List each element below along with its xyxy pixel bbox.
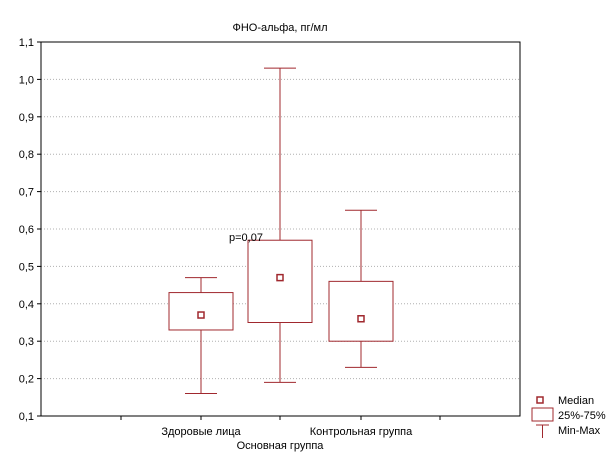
median-marker xyxy=(357,315,365,323)
y-tick-label: 0,4 xyxy=(19,299,34,311)
y-tick-label: 0,1 xyxy=(19,411,34,423)
median-marker xyxy=(197,311,205,319)
legend: Median 25%-75% Min-Max xyxy=(531,395,606,438)
box-group-2 xyxy=(247,67,313,383)
x-axis: Здоровые лица Основная группа Контрольная … xyxy=(120,416,441,452)
box-group-1 xyxy=(168,277,234,395)
y-tick-label: 0,2 xyxy=(19,374,34,386)
legend-median-marker xyxy=(536,396,544,404)
x-tick-label: Контрольная группа xyxy=(310,426,413,438)
y-tick-label: 0,9 xyxy=(19,112,34,124)
legend-label-median: Median xyxy=(558,395,594,407)
legend-label-iqr: 25%-75% xyxy=(558,410,606,422)
x-tick-label: Основная группа xyxy=(237,440,325,452)
annotation-pvalue: p=0,07 xyxy=(229,232,263,244)
plot-frame xyxy=(40,41,521,417)
median-marker xyxy=(276,273,284,282)
legend-box-marker xyxy=(531,407,554,422)
chart-title: ФНО-альфа, пг/мл xyxy=(232,22,327,34)
boxes xyxy=(168,67,394,395)
y-tick-label: 0,6 xyxy=(19,224,34,236)
legend-label-minmax: Min-Max xyxy=(558,425,601,437)
y-tick-label: 0,7 xyxy=(19,187,34,199)
y-axis: 0,1 0,2 0,3 0,4 0,5 0,6 0,7 0,8 0,9 1,0 1,1 xyxy=(19,37,41,423)
y-tick-label: 1,0 xyxy=(19,74,34,86)
y-tick-label: 0,5 xyxy=(19,261,34,273)
box-group-3 xyxy=(328,209,394,368)
y-tick-label: 0,8 xyxy=(19,149,34,161)
iqr-box xyxy=(328,280,394,342)
y-tick-label: 0,3 xyxy=(19,336,34,348)
grid-lines xyxy=(41,78,520,380)
x-tick-label: Здоровые лица xyxy=(161,426,241,438)
y-tick-label: 1,1 xyxy=(19,37,34,49)
